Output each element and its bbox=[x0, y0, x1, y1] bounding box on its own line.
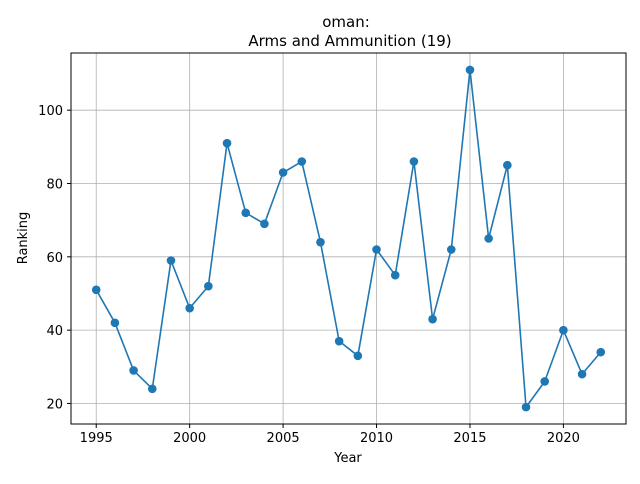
data-point bbox=[297, 157, 307, 166]
data-point bbox=[559, 325, 568, 335]
data-point bbox=[409, 157, 419, 166]
x-tick-label: 2010 bbox=[360, 431, 393, 446]
data-point bbox=[241, 208, 251, 218]
y-axis-ticks: 20 40 60 80 100 bbox=[38, 104, 71, 412]
x-tick-label: 2005 bbox=[267, 431, 300, 446]
x-axis-ticks: 1995 2000 2005 2010 2015 2020 bbox=[80, 424, 580, 446]
data-point bbox=[222, 138, 232, 148]
data-point bbox=[428, 314, 437, 324]
y-axis-label: Ranking bbox=[16, 212, 31, 265]
y-tick-label: 60 bbox=[46, 251, 63, 266]
y-tick-label: 80 bbox=[46, 178, 63, 193]
data-point bbox=[521, 402, 531, 412]
y-tick-label: 40 bbox=[46, 324, 63, 339]
data-point bbox=[465, 65, 475, 75]
data-point bbox=[278, 168, 288, 177]
x-axis-label: Year bbox=[333, 451, 362, 466]
data-point bbox=[260, 219, 269, 229]
data-point bbox=[577, 369, 587, 379]
data-point bbox=[204, 281, 213, 291]
data-point bbox=[91, 285, 101, 295]
data-point bbox=[334, 336, 344, 346]
data-point bbox=[484, 234, 493, 243]
x-tick-label: 2000 bbox=[173, 431, 206, 446]
data-point bbox=[503, 160, 512, 170]
chart-title-line1: oman: bbox=[322, 13, 370, 31]
data-point bbox=[166, 256, 176, 265]
grid bbox=[71, 53, 626, 424]
x-tick-label: 2015 bbox=[453, 431, 486, 446]
data-point bbox=[110, 318, 120, 328]
data-point bbox=[596, 347, 606, 357]
data-point bbox=[147, 384, 157, 394]
series-line bbox=[95, 69, 602, 408]
data-point bbox=[390, 270, 400, 280]
data-point bbox=[372, 245, 381, 254]
series-layer bbox=[91, 65, 606, 412]
x-tick-label: 2020 bbox=[547, 431, 580, 446]
chart-title-line2: Arms and Ammunition (19) bbox=[248, 32, 451, 50]
y-tick-label: 100 bbox=[38, 104, 63, 119]
data-point bbox=[185, 303, 194, 313]
data-point bbox=[316, 237, 325, 247]
data-point bbox=[446, 245, 456, 254]
x-tick-label: 1995 bbox=[80, 431, 113, 446]
data-point bbox=[353, 351, 363, 361]
plot-area-frame bbox=[70, 52, 627, 425]
data-point bbox=[540, 377, 550, 386]
y-tick-label: 20 bbox=[46, 397, 63, 412]
data-point bbox=[129, 366, 138, 375]
